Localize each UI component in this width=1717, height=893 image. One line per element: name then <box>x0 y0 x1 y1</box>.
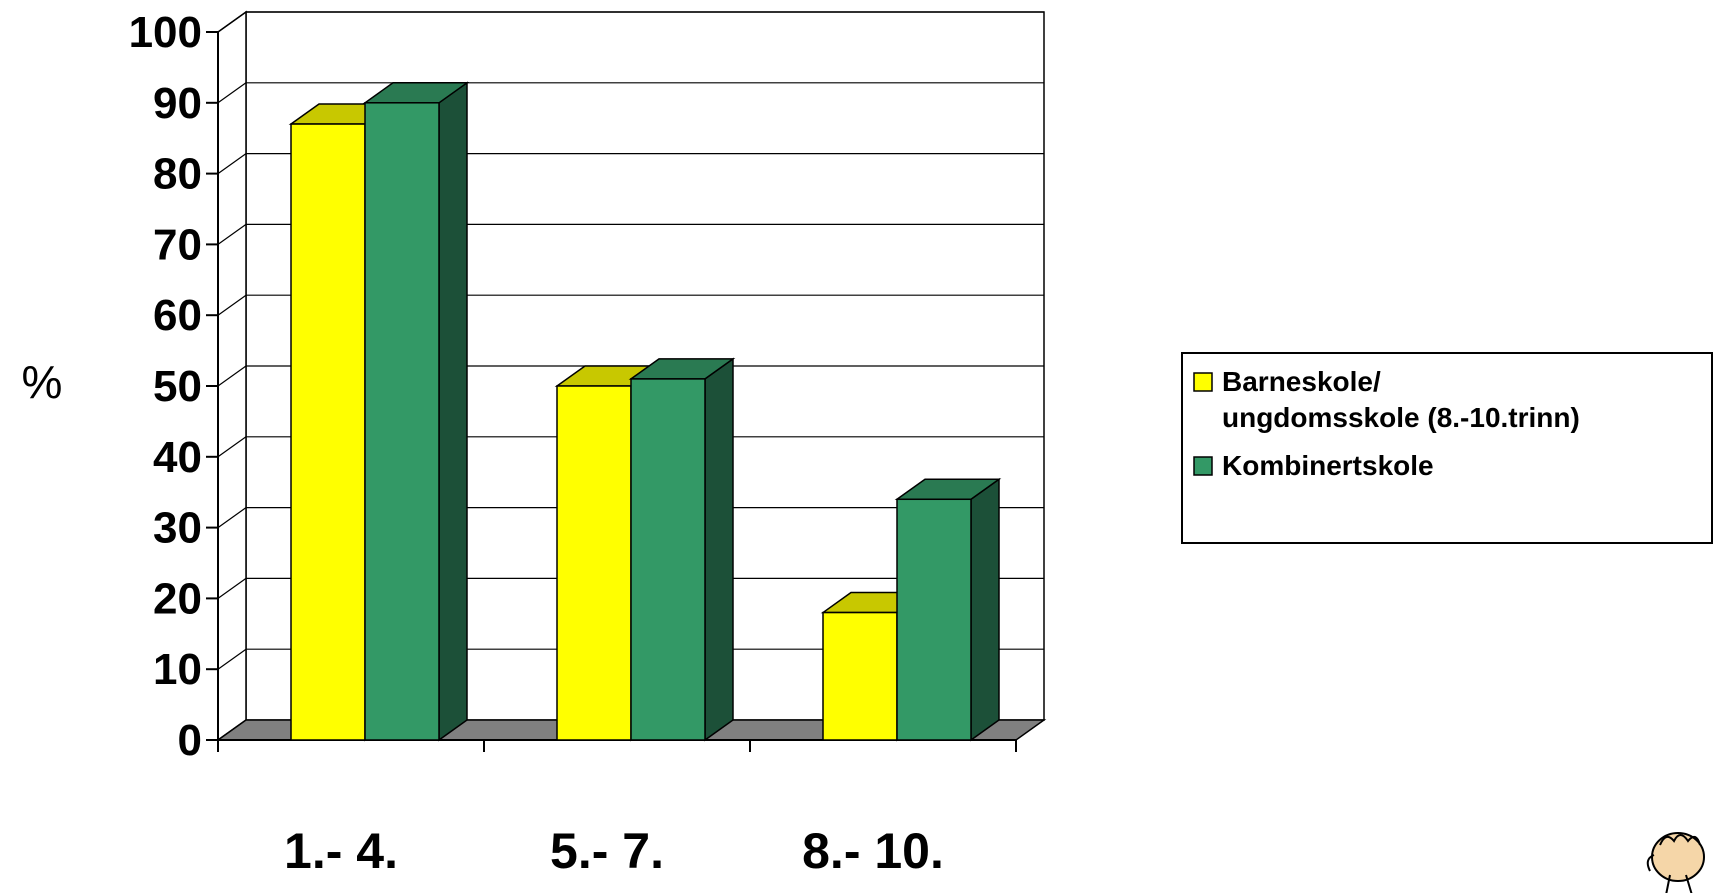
y-tick-label: 40 <box>153 433 202 482</box>
legend-item: Barneskole/ungdomsskole (8.-10.trinn) <box>1193 366 1580 433</box>
cartoon-hand-icon <box>1646 832 1705 893</box>
legend-swatch <box>1193 456 1213 476</box>
bar <box>894 477 1002 742</box>
gridline-side <box>217 153 247 175</box>
legend-label: Kombinertskole <box>1222 450 1434 481</box>
y-tick-label: 70 <box>153 220 202 269</box>
y-tick-label: 80 <box>153 150 202 199</box>
x-tick-label: 8.- 10. <box>802 823 944 879</box>
bar <box>628 357 736 742</box>
y-axis-label: % <box>22 356 63 408</box>
legend-label: Barneskole/ <box>1222 366 1381 397</box>
legend-box <box>1181 352 1713 544</box>
y-tick-label: 10 <box>153 645 202 694</box>
bar <box>362 81 470 742</box>
legend-item: Kombinertskole <box>1193 450 1434 481</box>
gridline-side <box>217 648 247 670</box>
legend: Barneskole/ungdomsskole (8.-10.trinn) Kom… <box>1181 352 1713 544</box>
y-tick-label: 0 <box>178 716 202 765</box>
gridline-side <box>217 223 247 245</box>
y-tick-label: 50 <box>153 362 202 411</box>
gridline-side <box>217 11 247 33</box>
y-tick-labels: 0 10 20 30 40 50 60 70 80 90 100 <box>129 8 202 765</box>
x-tick-labels: 1.- 4. 5.- 7. 8.- 10. <box>284 823 944 879</box>
y-tick-label: 60 <box>153 291 202 340</box>
bars <box>288 81 1002 742</box>
gridline-side <box>217 82 247 104</box>
gridline-side <box>217 365 247 387</box>
legend-swatch <box>1193 372 1213 392</box>
x-tick-label: 5.- 7. <box>550 823 664 879</box>
gridline-side <box>217 507 247 529</box>
y-tick-label: 20 <box>153 574 202 623</box>
gridline-side <box>217 577 247 599</box>
y-tick-label: 100 <box>129 8 202 57</box>
y-tick-label: 90 <box>153 79 202 128</box>
x-tick-label: 1.- 4. <box>284 823 398 879</box>
legend-label: ungdomsskole (8.-10.trinn) <box>1222 402 1580 433</box>
gridline-side <box>217 294 247 316</box>
y-tick-label: 30 <box>153 504 202 553</box>
gridline-side <box>217 436 247 458</box>
